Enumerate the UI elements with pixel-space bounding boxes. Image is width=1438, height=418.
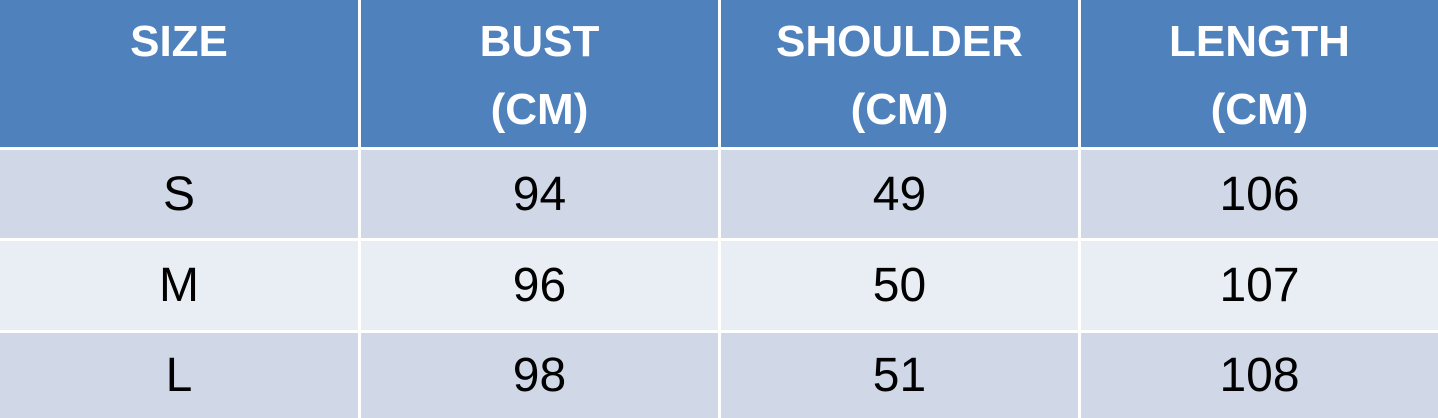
value-cell: 98 [361, 333, 718, 418]
value-cell: 107 [1081, 241, 1438, 330]
size-cell: S [0, 150, 358, 238]
header-cell: SHOULDER (CM) [721, 0, 1078, 147]
value-cell: 96 [361, 241, 718, 330]
value-cell: 50 [721, 241, 1078, 330]
size-cell: L [0, 333, 358, 418]
value-cell: 51 [721, 333, 1078, 418]
value-cell: 108 [1081, 333, 1438, 418]
value-cell: 106 [1081, 150, 1438, 238]
header-cell: BUST (CM) [361, 0, 718, 147]
value-cell: 49 [721, 150, 1078, 238]
header-cell: SIZE [0, 0, 358, 147]
value-cell: 94 [361, 150, 718, 238]
size-cell: M [0, 241, 358, 330]
header-cell: LENGTH (CM) [1081, 0, 1438, 147]
